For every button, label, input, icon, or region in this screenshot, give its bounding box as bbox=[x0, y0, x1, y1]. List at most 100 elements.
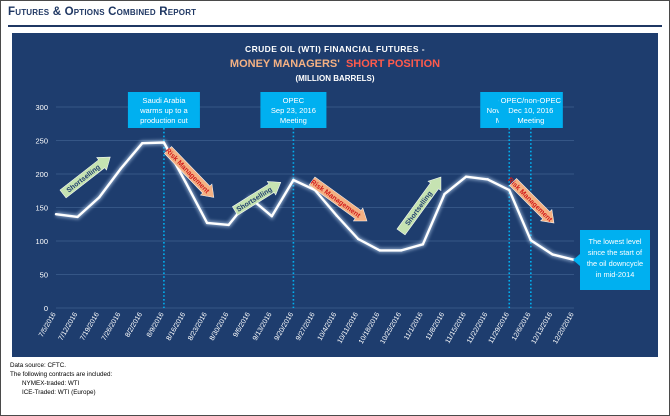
data-point bbox=[464, 175, 468, 178]
x-tick-label: 10/4/2016 bbox=[317, 311, 339, 342]
callout-pointer bbox=[573, 254, 580, 266]
contract-nymex: NYMEX-traded: WTI bbox=[22, 380, 80, 387]
x-tick-label: 11/1/2016 bbox=[403, 311, 424, 341]
data-point bbox=[292, 178, 295, 182]
x-tick-label: 8/23/2016 bbox=[187, 311, 209, 342]
x-tick-label: 7/26/2016 bbox=[101, 311, 123, 342]
line-layer bbox=[54, 139, 576, 263]
title-money-managers: MONEY MANAGERS' bbox=[230, 58, 340, 70]
x-tick-label: 8/16/2016 bbox=[166, 311, 188, 342]
arrow-shape bbox=[164, 146, 215, 198]
series-line-glow bbox=[55, 139, 575, 263]
chart-title: CRUDE OIL (WTI) FINANCIAL FUTURES - bbox=[245, 44, 425, 54]
x-tick-label: 10/11/2016 bbox=[337, 311, 360, 344]
event-label: Meeting bbox=[280, 116, 307, 125]
report-title: Futures & Options Combined Report bbox=[8, 6, 197, 18]
x-tick-label: 11/15/2016 bbox=[444, 311, 467, 344]
y-tick-labels: 0 50 100 150 200 250 300 bbox=[35, 103, 48, 313]
y-tick-label: 200 bbox=[35, 170, 48, 179]
event-label: OPEC bbox=[283, 96, 305, 105]
data-point bbox=[486, 178, 489, 181]
data-point bbox=[378, 249, 381, 252]
event-lines bbox=[163, 128, 532, 308]
x-tick-label: 10/25/2016 bbox=[379, 311, 403, 345]
event-label: OPEC/non-OPEC bbox=[501, 96, 562, 105]
chart-svg: CRUDE OIL (WTI) FINANCIAL FUTURES - MONE… bbox=[35, 44, 650, 345]
callout-text: The lowest level bbox=[589, 237, 642, 246]
x-tick-label: 11/29/2016 bbox=[488, 311, 511, 344]
data-point bbox=[356, 237, 360, 241]
lowest-level-callout: The lowest level since the start of the oi… bbox=[573, 230, 650, 290]
data-source-note: Data source: CFTC. bbox=[10, 362, 66, 369]
data-point bbox=[551, 253, 554, 256]
contract-ice: ICE-Traded: WTI (Europe) bbox=[22, 389, 96, 396]
x-tick-label: 9/20/2016 bbox=[274, 311, 296, 342]
arrow-label: Shortselling bbox=[66, 164, 102, 194]
x-tick-label: 9/6/2016 bbox=[232, 311, 252, 338]
x-tick-label: 8/2/2016 bbox=[124, 311, 144, 338]
x-tick-label: 11/8/2016 bbox=[425, 311, 446, 341]
data-point bbox=[205, 221, 209, 225]
event-box bbox=[498, 92, 563, 128]
data-point bbox=[335, 214, 338, 217]
event-label: Saudi Arabia bbox=[142, 96, 186, 105]
data-point bbox=[421, 243, 425, 246]
contracts-intro: The following contracts are included: bbox=[10, 371, 113, 378]
event-label: warms up to a bbox=[139, 106, 188, 115]
x-tick-label: 10/18/2016 bbox=[358, 311, 382, 345]
arrow-shape bbox=[509, 178, 555, 224]
arrow-label: Shortselling bbox=[236, 186, 274, 213]
data-point bbox=[270, 215, 274, 218]
y-tick-label: 250 bbox=[35, 137, 48, 146]
data-point bbox=[162, 141, 166, 144]
event-box bbox=[260, 92, 327, 128]
shortselling-arrow: Shortselling bbox=[59, 156, 111, 199]
title-rule bbox=[8, 25, 662, 27]
data-point bbox=[184, 180, 187, 184]
data-point bbox=[443, 192, 446, 196]
arrow-shape bbox=[59, 156, 111, 199]
callout-text: the oil downcycle bbox=[587, 259, 643, 268]
x-tick-label: 8/30/2016 bbox=[209, 311, 231, 342]
data-point bbox=[529, 239, 533, 242]
x-tick-label: 12/6/2016 bbox=[511, 311, 533, 342]
arrow-label: Shortselling bbox=[405, 190, 434, 227]
arrow-shape bbox=[308, 176, 368, 222]
y-tick-label: 100 bbox=[35, 237, 48, 246]
title-short-position: SHORT POSITION bbox=[346, 58, 440, 70]
callout-box bbox=[580, 230, 650, 290]
notes: Data source: CFTC. The following contrac… bbox=[10, 361, 112, 397]
callout-layer: The lowest level since the start of the oi… bbox=[573, 230, 650, 290]
x-tick-label: 9/27/2016 bbox=[295, 311, 317, 342]
chart-subtitle: (MILLION BARRELS) bbox=[295, 74, 374, 83]
arrow-shape bbox=[232, 181, 282, 216]
callout-text: in mid-2014 bbox=[596, 270, 635, 279]
event-box bbox=[127, 92, 200, 128]
data-point bbox=[119, 167, 122, 170]
arrow-shape bbox=[396, 176, 442, 236]
data-point bbox=[227, 223, 230, 227]
event-label: Meeting bbox=[517, 116, 544, 125]
y-tick-label: 150 bbox=[35, 204, 48, 213]
data-point bbox=[141, 141, 144, 145]
series-line bbox=[55, 141, 575, 261]
x-tick-labels: 7/5/2016 7/12/2016 7/19/2016 7/26/2016 8/2/2… bbox=[38, 311, 576, 345]
event-label: Dec 10, 2016 bbox=[508, 106, 553, 115]
data-point bbox=[54, 213, 58, 216]
data-point bbox=[97, 196, 101, 199]
event-label: production cut bbox=[140, 116, 189, 125]
callout-text: since the start of bbox=[588, 248, 643, 257]
y-tick-label: 0 bbox=[44, 304, 48, 313]
x-tick-label: 12/13/2016 bbox=[531, 311, 555, 345]
data-point bbox=[76, 215, 79, 219]
y-tick-label: 300 bbox=[35, 103, 48, 112]
x-tick-label: 11/22/2016 bbox=[466, 311, 489, 344]
x-tick-label: 7/5/2016 bbox=[38, 311, 58, 338]
x-tick-label: 7/19/2016 bbox=[79, 311, 101, 342]
x-tick-label: 8/9/2016 bbox=[146, 311, 166, 338]
y-tick-label: 50 bbox=[40, 271, 48, 280]
